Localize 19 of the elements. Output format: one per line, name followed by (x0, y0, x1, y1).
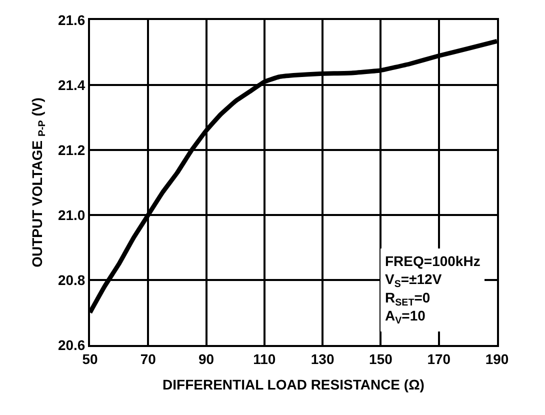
x-tick-label: 110 (253, 350, 276, 367)
x-tick-label: 130 (310, 350, 334, 367)
annotation: FREQ=100kHz (385, 253, 480, 269)
x-tick-label: 150 (369, 350, 393, 367)
x-tick-label: 170 (427, 350, 451, 367)
annotation: V$_{S}$=±12V (385, 271, 442, 290)
y-tick-label: 21.2 (58, 142, 86, 158)
annotation: R$_{SET}$=0 (385, 289, 430, 308)
y-tick-label: 21.0 (58, 206, 86, 223)
y-tick-label: 20.6 (58, 336, 86, 353)
y-tick-label: 20.8 (58, 272, 86, 288)
x-axis-title: DIFFERENTIAL LOAD RESISTANCE (Ω) (162, 376, 424, 393)
x-tick-label: 190 (485, 350, 509, 367)
y-tick-label: 21.4 (58, 76, 86, 93)
y-tick-label: 21.6 (58, 12, 86, 28)
annotation: A$_{V}$=10 (385, 308, 426, 327)
x-tick-label: 50 (82, 350, 98, 367)
x-tick-label: 90 (198, 350, 214, 367)
x-tick-label: 70 (140, 350, 156, 367)
